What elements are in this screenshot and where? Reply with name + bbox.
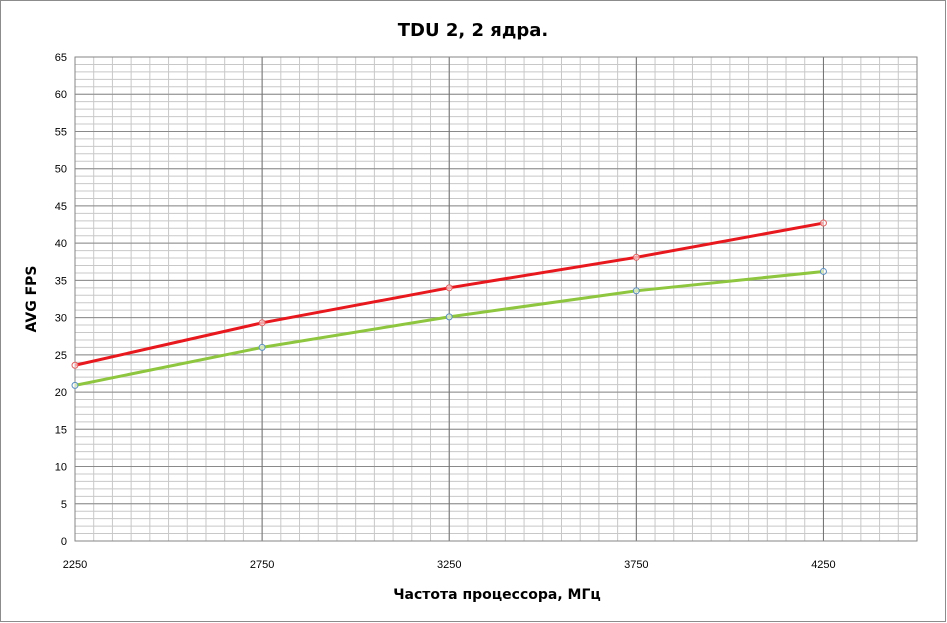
y-tick-label: 10 [55,462,67,474]
series-2-point [819,267,827,275]
x-tick-label: 2250 [63,559,87,571]
series-1-point [71,361,79,369]
y-tick-label: 15 [55,424,67,436]
y-tick-label: 50 [55,164,67,176]
y-tick-label: 20 [55,387,67,399]
series-1-point [258,319,266,327]
x-axis-ticks: 2250 2750 3250 3750 4250 [63,559,836,571]
y-tick-label: 45 [55,201,67,213]
y-tick-label: 65 [55,52,67,64]
series-2-point [632,287,640,295]
x-tick-label: 2750 [250,559,274,571]
series-1-point [445,284,453,292]
y-tick-label: 35 [55,275,67,287]
series-2-point [258,343,266,351]
series-1-point [819,219,827,227]
y-tick-label: 30 [55,313,67,325]
x-tick-label: 3750 [624,559,648,571]
series-layer [71,219,827,389]
y-tick-label: 55 [55,126,67,138]
x-axis-title: Частота процессора, МГц [393,587,601,603]
y-tick-label: 5 [61,499,67,511]
series-2-point [71,381,79,389]
chart-title: TDU 2, 2 ядра. [398,20,549,41]
plot-area [74,56,918,542]
series-1-point [632,253,640,261]
y-tick-label: 0 [61,536,67,548]
y-tick-label: 40 [55,238,67,250]
y-axis-title: AVG FPS [24,266,40,333]
y-tick-label: 60 [55,89,67,101]
y-axis-ticks: 0 5 10 15 20 25 30 35 40 45 50 55 60 65 [55,52,67,548]
y-tick-label: 25 [55,350,67,362]
x-tick-label: 3250 [437,559,461,571]
x-tick-label: 4250 [811,559,835,571]
series-2-point [445,313,453,321]
